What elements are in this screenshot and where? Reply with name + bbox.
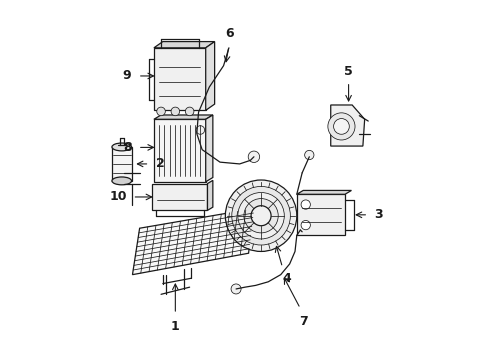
Circle shape <box>196 126 205 134</box>
Polygon shape <box>132 208 254 275</box>
Circle shape <box>244 199 278 233</box>
Polygon shape <box>207 180 213 210</box>
Circle shape <box>232 186 291 245</box>
Text: 6: 6 <box>225 27 234 40</box>
Text: 4: 4 <box>282 272 291 285</box>
Polygon shape <box>297 190 351 194</box>
Text: 9: 9 <box>123 69 131 82</box>
Polygon shape <box>154 41 215 48</box>
Polygon shape <box>152 184 207 210</box>
Polygon shape <box>154 115 213 119</box>
Ellipse shape <box>112 177 132 185</box>
Text: 3: 3 <box>375 208 383 221</box>
Polygon shape <box>206 115 213 182</box>
Circle shape <box>171 107 180 116</box>
Circle shape <box>301 200 310 209</box>
Polygon shape <box>112 147 132 181</box>
Circle shape <box>301 220 310 230</box>
Polygon shape <box>297 194 345 235</box>
Text: 8: 8 <box>123 141 131 154</box>
Text: 7: 7 <box>299 315 308 328</box>
Text: 1: 1 <box>171 320 180 333</box>
Circle shape <box>238 193 284 239</box>
Circle shape <box>225 180 297 251</box>
Circle shape <box>185 107 194 116</box>
Circle shape <box>157 107 165 116</box>
Circle shape <box>231 284 241 294</box>
Polygon shape <box>154 48 206 111</box>
Polygon shape <box>154 119 206 182</box>
Text: 2: 2 <box>156 157 165 170</box>
Polygon shape <box>331 105 365 146</box>
Circle shape <box>334 118 349 134</box>
Text: 5: 5 <box>344 64 353 77</box>
Text: 10: 10 <box>109 190 127 203</box>
Circle shape <box>248 151 260 162</box>
Polygon shape <box>206 41 215 111</box>
Circle shape <box>305 150 314 159</box>
Circle shape <box>328 113 355 140</box>
Ellipse shape <box>112 143 132 151</box>
Circle shape <box>251 206 271 226</box>
